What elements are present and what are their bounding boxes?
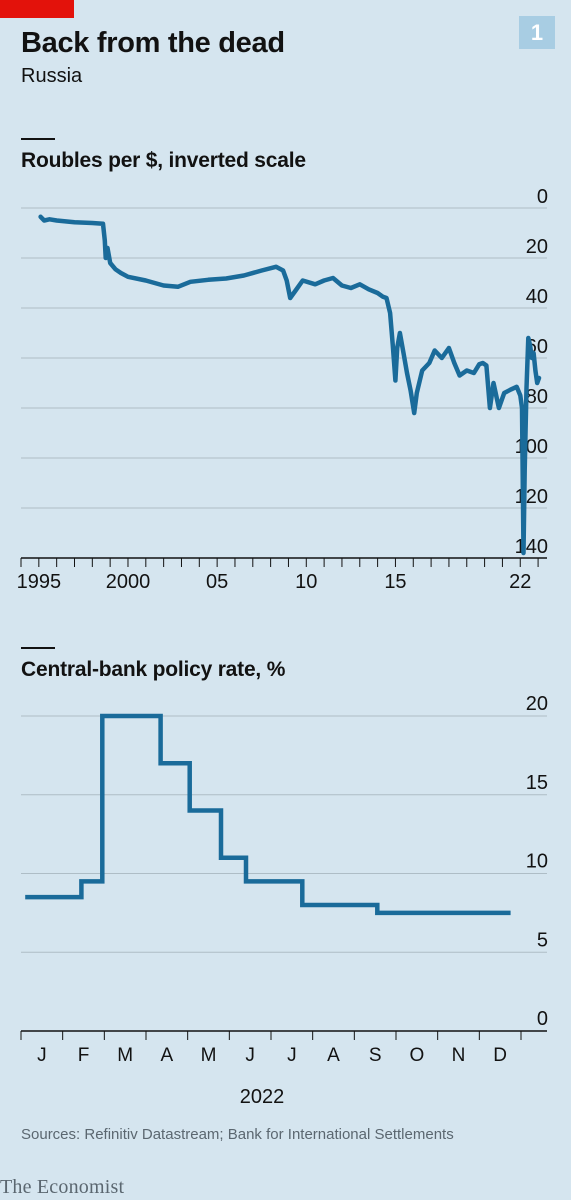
x-tick-label: D <box>493 1045 507 1066</box>
panel-1-title: Roubles per $, inverted scale <box>21 149 306 172</box>
rouble-series-line <box>38 214 542 556</box>
x-tick-label: 15 <box>384 571 406 593</box>
x-tick-label: A <box>327 1045 340 1066</box>
y-tick-label: 140 <box>515 536 548 558</box>
x-tick-label: 05 <box>206 571 228 593</box>
x-tick-label: O <box>409 1045 424 1066</box>
y-tick-label: 20 <box>526 236 548 258</box>
x-tick-label: J <box>245 1045 255 1066</box>
y-tick-label: 120 <box>515 486 548 508</box>
y-tick-label: 20 <box>526 693 548 715</box>
y-tick-label: 15 <box>526 772 548 794</box>
panel-2-dash <box>21 647 55 649</box>
policy-rate-series-line <box>25 713 511 916</box>
panel-2-title: Central-bank policy rate, % <box>21 658 286 681</box>
x-tick-label: A <box>160 1045 173 1066</box>
red-corner-tag <box>0 0 74 18</box>
chart-subtitle: Russia <box>21 65 83 87</box>
y-tick-label: 40 <box>526 286 548 308</box>
y-tick-label: 10 <box>526 851 548 873</box>
x-tick-label: M <box>201 1045 217 1066</box>
y-tick-label: 80 <box>526 386 548 408</box>
x-tick-label: M <box>117 1045 133 1066</box>
y-tick-label: 0 <box>537 1008 548 1030</box>
x-tick-label: S <box>369 1045 382 1066</box>
x-tick-label: 2000 <box>106 571 151 593</box>
chart-title: Back from the dead <box>21 27 285 59</box>
source-note: Sources: Refinitiv Datastream; Bank for … <box>21 1126 454 1143</box>
x-tick-label: 10 <box>295 571 317 593</box>
y-tick-label: 100 <box>515 436 548 458</box>
x-tick-label: F <box>78 1045 90 1066</box>
y-tick-label: 5 <box>537 929 548 951</box>
y-tick-label: 0 <box>537 186 548 208</box>
x-axis-label: 2022 <box>240 1086 285 1108</box>
chart-number-badge: 1 <box>519 16 555 49</box>
x-tick-label: J <box>37 1045 47 1066</box>
x-tick-label: N <box>452 1045 466 1066</box>
x-tick-label: 22 <box>509 571 531 593</box>
economist-logo: The Economist <box>0 1176 125 1198</box>
panel-1-dash <box>21 138 55 140</box>
x-tick-label: 1995 <box>17 571 62 593</box>
policy-rate-chart: 0 5 10 15 20 J F M A M J J A S O N D 2022 <box>20 693 548 1108</box>
x-tick-label: J <box>287 1045 297 1066</box>
